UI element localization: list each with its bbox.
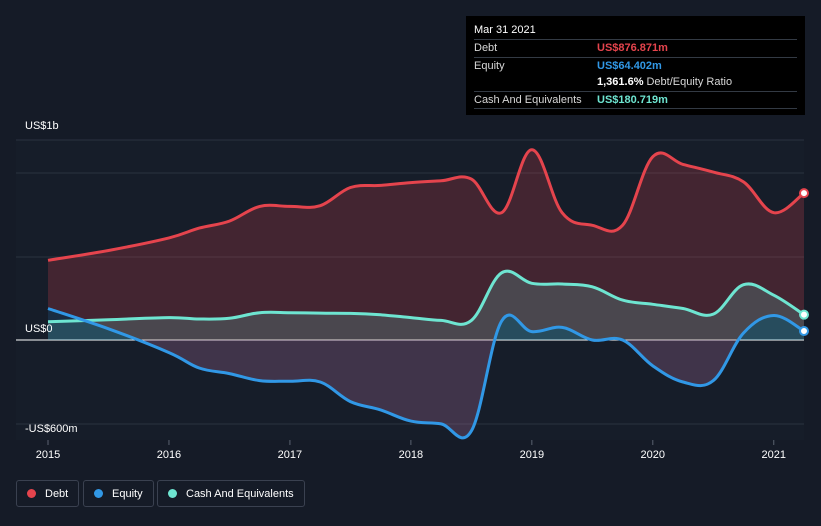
equity-dot-icon xyxy=(94,489,103,498)
cash-dot-icon xyxy=(168,489,177,498)
tooltip-date: Mar 31 2021 xyxy=(474,22,797,40)
tooltip-debt-row: Debt US$876.871m xyxy=(474,40,797,58)
legend-debt[interactable]: Debt xyxy=(16,480,80,507)
debt-dot-icon xyxy=(27,489,36,498)
tooltip-equity-row: Equity US$64.402m xyxy=(474,58,797,75)
legend-equity[interactable]: Equity xyxy=(83,480,154,507)
y-tick-label: -US$600m xyxy=(25,423,78,435)
tooltip-ratio-value: 1,361.6% xyxy=(597,76,644,88)
cash-and-equivalents-line xyxy=(47,269,805,326)
cash-area xyxy=(48,271,804,340)
tick-layer: US$1b US$0 -US$600m 2015 2016 2017 2018 2019 202… xyxy=(25,120,786,461)
equity-line xyxy=(47,307,805,440)
plot-background xyxy=(16,140,804,440)
legend-cash-label: Cash And Equivalents xyxy=(186,487,294,500)
tooltip-debt-value: US$876.871m xyxy=(597,42,668,54)
legend-equity-label: Equity xyxy=(112,487,143,500)
tooltip-equity-value: US$64.402m xyxy=(597,59,662,72)
x-tick-label: 2015 xyxy=(36,449,60,461)
tooltip-cash-label: Cash And Equivalents xyxy=(474,93,582,106)
equity-end-marker xyxy=(799,326,809,337)
tooltip-cash-row: Cash And Equivalents US$180.719m xyxy=(474,92,797,109)
debt-line xyxy=(47,148,805,262)
grid-layer xyxy=(16,139,804,440)
cash-and-equivalents-end-marker xyxy=(799,309,809,320)
area-layer xyxy=(48,149,804,438)
tooltip-equity-label: Equity xyxy=(474,59,505,72)
legend-cash[interactable]: Cash And Equivalents xyxy=(157,480,305,507)
line-layer xyxy=(47,148,809,440)
tooltip-ratio-label: Debt/Equity Ratio xyxy=(646,76,733,88)
tooltip-panel: Mar 31 2021 Debt US$876.871m Equity US$6… xyxy=(466,16,805,115)
debt-area xyxy=(48,149,804,438)
x-tick-label: 2018 xyxy=(399,449,423,461)
tooltip-cash-value: US$180.719m xyxy=(597,93,668,106)
x-tick-label: 2019 xyxy=(520,449,544,461)
debt-end-marker xyxy=(799,188,809,199)
tooltip-debt-label: Debt xyxy=(474,42,498,54)
y-tick-label: US$0 xyxy=(25,323,53,335)
legend-debt-label: Debt xyxy=(45,487,69,500)
x-tick-label: 2020 xyxy=(641,449,665,461)
tooltip-ratio-row: 1,361.6% Debt/Equity Ratio xyxy=(474,74,797,92)
x-tick-label: 2021 xyxy=(762,449,786,461)
x-tick-label: 2017 xyxy=(278,449,302,461)
equity-area xyxy=(48,308,804,438)
y-tick-label: US$1b xyxy=(25,120,59,132)
x-tick-label: 2016 xyxy=(157,449,181,461)
